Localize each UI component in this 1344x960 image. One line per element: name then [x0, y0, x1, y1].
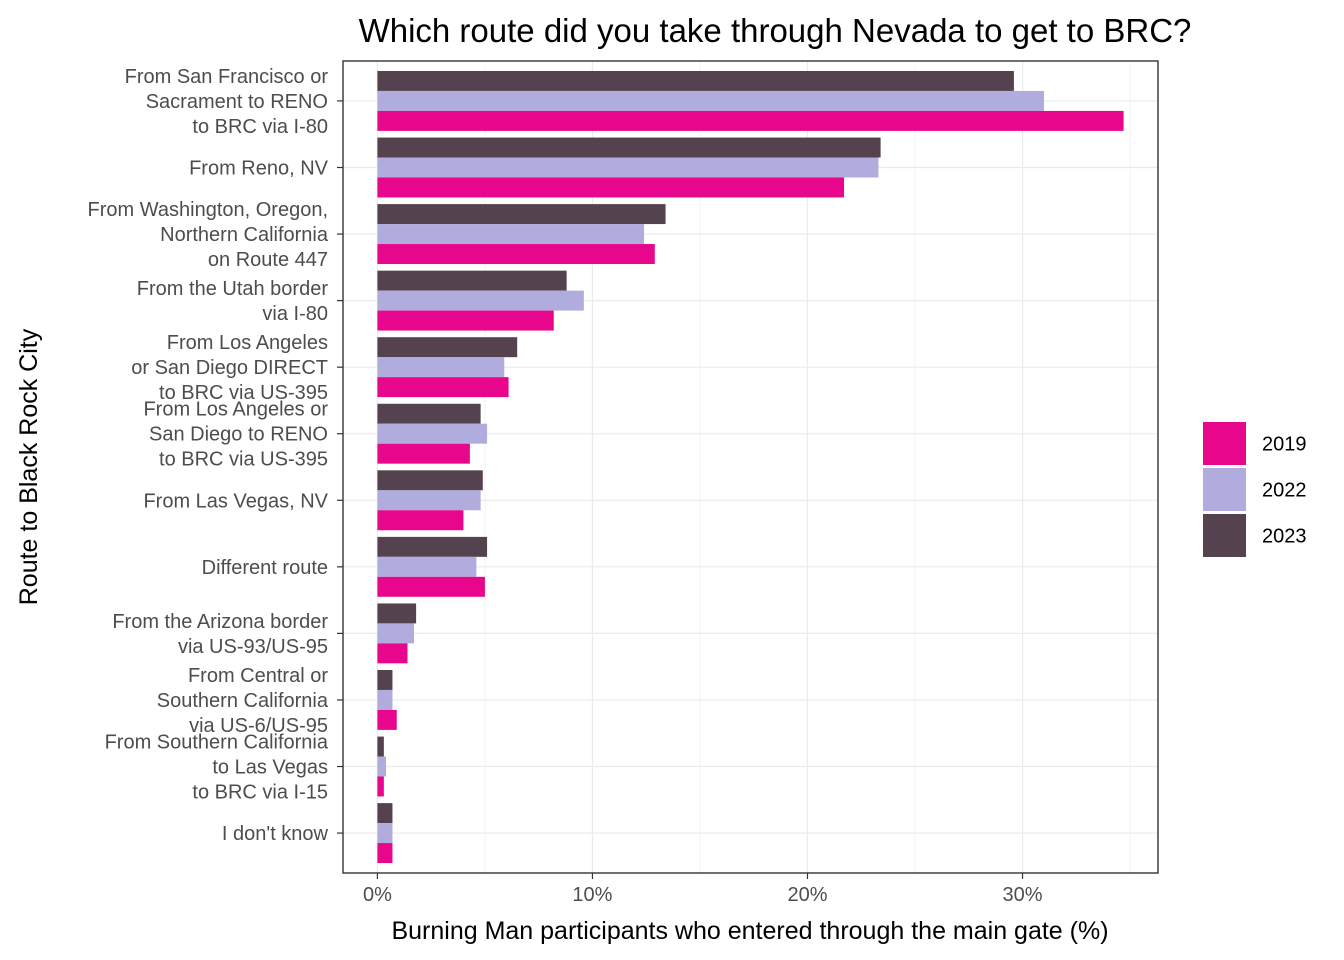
x-tick-label: 10% [572, 884, 612, 906]
y-tick-label-line: to BRC via US-395 [159, 382, 328, 404]
y-tick-label-line: to BRC via I-80 [192, 116, 328, 138]
bar-2023 [377, 70, 1014, 91]
y-tick-label-line: I don't know [222, 823, 329, 845]
y-tick-label-line: San Diego to RENO [149, 424, 328, 446]
legend-label-2019: 2019 [1262, 434, 1307, 456]
bar-2023 [377, 204, 666, 225]
y-tick-label-line: From Los Angeles [167, 332, 328, 354]
y-axis-title: Route to Black Rock City [15, 328, 43, 605]
bar-2019 [377, 709, 397, 730]
x-tick-label: 0% [363, 884, 392, 906]
y-tick-label-line: From Washington, Oregon, [88, 199, 328, 221]
bar-2019 [377, 843, 393, 864]
bar-2023 [377, 337, 518, 358]
y-tick-label-line: to BRC via US-395 [159, 449, 328, 471]
bar-2022 [377, 357, 505, 378]
y-tick-label: From Southern California to Las Vegas to B… [105, 732, 329, 804]
bar-2023 [377, 403, 481, 424]
bar-2022 [377, 490, 481, 511]
bar-2019 [377, 110, 1124, 131]
y-tick-label: From San Francisco or Sacrament to RENO to… [125, 66, 329, 138]
bar-2019 [377, 177, 845, 198]
x-tick-label: 20% [787, 884, 827, 906]
plot-panel-border [342, 60, 1159, 874]
bar-2019 [377, 244, 655, 264]
y-tick-label-line: Sacrament to RENO [146, 91, 328, 113]
bar-2022 [377, 90, 1045, 111]
bar-2022 [377, 756, 387, 777]
bar-2023 [377, 670, 393, 690]
bar-2022 [377, 423, 488, 444]
y-tick-label-line: From San Francisco or [125, 66, 329, 88]
y-tick-label-line: From the Utah border [137, 278, 329, 300]
y-tick-label-line: From Southern California [105, 732, 329, 754]
y-tick-label: Different route [202, 557, 328, 579]
x-tick-label: 30% [1003, 884, 1043, 906]
bar-2023 [377, 736, 384, 757]
bar-2022 [377, 157, 879, 178]
y-tick-label-line: From Los Angeles or [143, 399, 328, 421]
y-tick-label-line: Southern California [157, 690, 329, 712]
bar-2019 [377, 643, 408, 664]
y-tick-label-line: From Reno, NV [189, 157, 329, 179]
legend-key-2022 [1203, 468, 1246, 511]
bar-2019 [377, 443, 470, 464]
y-tick-label-line: From Las Vegas, NV [143, 490, 328, 512]
y-tick-label-line: Different route [202, 557, 328, 579]
y-tick-label: From Los Angeles or San Diego DIRECT to BR… [131, 332, 328, 404]
y-tick-label-line: From Central or [188, 665, 328, 687]
y-tick-label: From Reno, NV [189, 157, 329, 179]
bar-2023 [377, 137, 881, 158]
y-tick-label: From Las Vegas, NV [143, 490, 328, 512]
y-tick-label-line: Northern California [160, 224, 329, 246]
bar-2023 [377, 270, 567, 291]
bars [377, 70, 1124, 864]
y-tick-label-line: to Las Vegas [212, 757, 328, 779]
bar-2019 [377, 310, 554, 331]
legend-label-2023: 2023 [1262, 526, 1307, 548]
bar-2023 [377, 603, 417, 624]
bar-2019 [377, 576, 485, 597]
bar-2019 [377, 776, 384, 797]
y-tick-label: I don't know [222, 823, 329, 845]
bar-2023 [377, 470, 483, 491]
bar-2022 [377, 689, 393, 710]
legend-label-2022: 2022 [1262, 480, 1307, 502]
y-axis: From San Francisco or Sacrament to RENO to… [88, 66, 343, 845]
y-tick-label: From the Arizona border via US-93/US-95 [112, 611, 328, 658]
y-tick-label-line: on Route 447 [208, 249, 328, 271]
chart-title: Which route did you take through Nevada … [359, 12, 1192, 49]
y-tick-label: From the Utah border via I-80 [137, 278, 329, 325]
bar-2019 [377, 510, 464, 531]
bar-2022 [377, 623, 414, 644]
bar-2022 [377, 290, 584, 311]
bar-2019 [377, 377, 509, 398]
y-tick-label-line: From the Arizona border [112, 611, 328, 633]
y-tick-label: From Central or Southern California via US… [157, 665, 329, 737]
x-axis-title: Burning Man participants who entered thr… [391, 917, 1108, 945]
x-axis: 0% 10% 20% 30% [363, 873, 1043, 906]
bar-2022 [377, 556, 477, 577]
y-tick-label-line: or San Diego DIRECT [131, 357, 328, 379]
bar-2023 [377, 536, 488, 557]
y-tick-label: From Washington, Oregon, Northern Califor… [88, 199, 329, 271]
y-tick-label-line: via US-93/US-95 [178, 636, 328, 658]
y-tick-label: From Los Angeles or San Diego to RENO to B… [143, 399, 328, 471]
legend-key-2019 [1203, 422, 1246, 465]
legend-key-2023 [1203, 514, 1246, 557]
y-tick-label-line: via I-80 [262, 303, 328, 325]
bar-2022 [377, 224, 645, 245]
bar-2023 [377, 803, 393, 824]
y-tick-label-line: via US-6/US-95 [189, 715, 328, 737]
bar-2022 [377, 823, 393, 844]
y-tick-label-line: to BRC via I-15 [192, 782, 328, 804]
legend: 2019 2022 2023 [1203, 422, 1307, 557]
